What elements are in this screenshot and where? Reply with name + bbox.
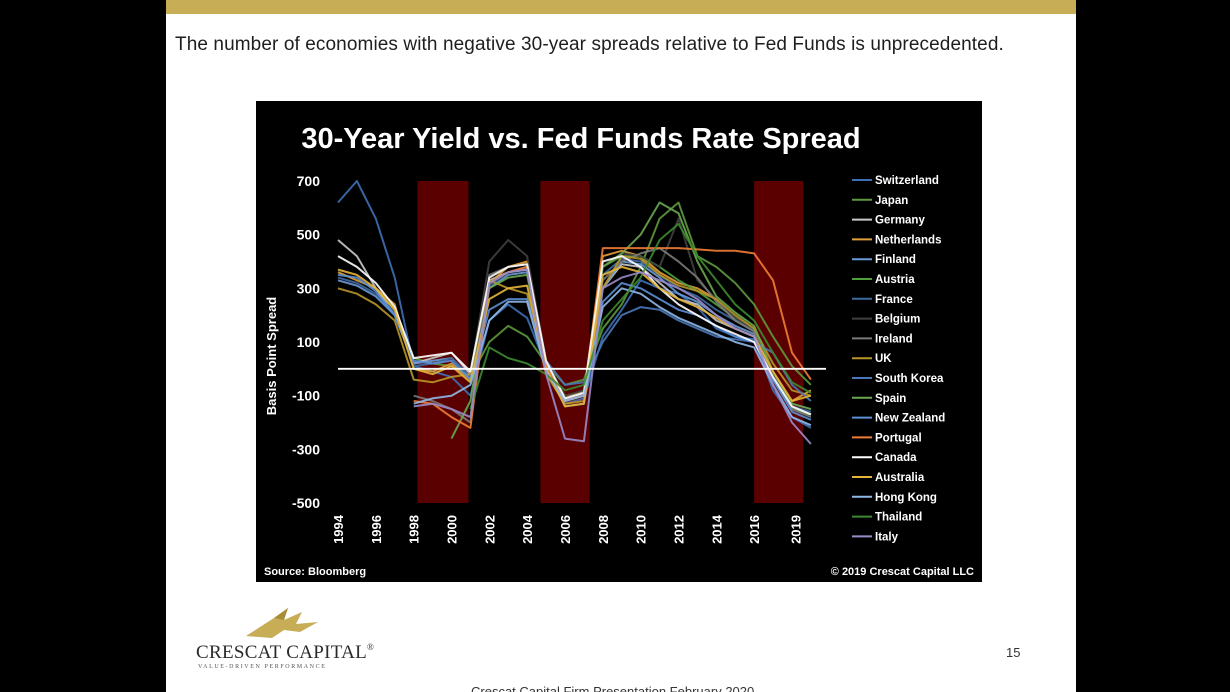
legend-label: Belgium — [875, 314, 920, 326]
accent-bar — [166, 0, 1076, 14]
y-tick-label: -300 — [292, 441, 320, 457]
series-line-canada — [337, 255, 812, 416]
legend-label: France — [875, 294, 913, 306]
legend-label: Spain — [875, 393, 906, 405]
series-line-italy — [413, 268, 812, 445]
y-tick-label: 300 — [297, 280, 321, 296]
legend-label: New Zealand — [875, 413, 945, 425]
y-axis-ticks: 700 500 300 100 -100 -300 -500 — [292, 173, 320, 511]
x-tick-label: 1998 — [407, 515, 422, 544]
copyright-note: © 2019 Crescat Capital LLC — [831, 566, 974, 578]
legend-label: Switzerland — [875, 175, 939, 187]
crescat-logo: CRESCAT CAPITAL® VALUE-DRIVEN PERFORMANC… — [192, 606, 374, 676]
legend-label: Canada — [875, 452, 917, 464]
source-note: Source: Bloomberg — [264, 566, 366, 578]
x-tick-label: 2014 — [709, 514, 724, 544]
legend: Switzerland Japan Germany Netherlands Finlan… — [852, 175, 945, 543]
series-lines — [337, 180, 812, 445]
x-tick-label: 2019 — [789, 515, 804, 544]
series-line-spain — [450, 201, 812, 440]
y-tick-label: 500 — [297, 227, 321, 243]
legend-label: Ireland — [875, 333, 913, 345]
series-line-thailand — [469, 222, 812, 410]
eagle-emblem-icon — [246, 608, 318, 638]
logo-registered-mark: ® — [367, 642, 375, 652]
legend-label: Japan — [875, 195, 908, 207]
chart-svg: 30-Year Yield vs. Fed Funds Rate Spread … — [256, 101, 982, 582]
y-tick-label: -100 — [292, 388, 320, 404]
x-tick-label: 2016 — [747, 515, 762, 544]
series-line-uk — [337, 255, 812, 405]
recession-band-1 — [417, 181, 469, 503]
y-tick-label: 100 — [297, 334, 321, 350]
logo-tagline: VALUE-DRIVEN PERFORMANCE — [198, 664, 327, 670]
x-tick-label: 2002 — [482, 515, 497, 544]
legend-label: Portugal — [875, 432, 922, 444]
chart-background — [256, 101, 982, 582]
slide-headline: The number of economies with negative 30… — [175, 34, 1004, 55]
y-tick-label: 700 — [297, 173, 321, 189]
legend-label: Finland — [875, 254, 916, 266]
legend-label: Netherlands — [875, 234, 941, 246]
recession-band-2 — [540, 181, 590, 503]
x-tick-label: 2004 — [520, 514, 535, 544]
recession-shading — [417, 181, 804, 503]
y-axis-label: Basis Point Spread — [264, 297, 279, 416]
legend-label: Italy — [875, 531, 899, 543]
x-tick-label: 2010 — [634, 515, 649, 544]
legend-label: Thailand — [875, 512, 922, 524]
chart-panel: 30-Year Yield vs. Fed Funds Rate Spread … — [256, 101, 982, 582]
logo-wordmark: CRESCAT CAPITAL® — [196, 642, 374, 664]
page-number: 15 — [1006, 645, 1021, 660]
x-tick-label: 1994 — [331, 514, 346, 544]
slide: The number of economies with negative 30… — [166, 0, 1076, 692]
legend-label: South Korea — [875, 373, 944, 385]
x-tick-label: 2012 — [671, 515, 686, 544]
legend-label: Austria — [875, 274, 915, 286]
x-tick-label: 2000 — [444, 515, 459, 544]
x-tick-label: 2008 — [596, 515, 611, 544]
x-tick-label: 2006 — [558, 515, 573, 544]
legend-label: Hong Kong — [875, 492, 937, 504]
legend-label: UK — [875, 353, 892, 365]
logo-wordmark-text: CRESCAT CAPITAL — [196, 642, 368, 663]
legend-label: Australia — [875, 472, 925, 484]
footer-text: Crescat Capital Firm Presentation Februa… — [471, 684, 755, 692]
x-tick-label: 1996 — [369, 515, 384, 544]
y-tick-label: -500 — [292, 495, 320, 511]
x-axis-ticks: 1994 1996 1998 2000 2002 2004 2006 2008 2010 2012… — [331, 514, 804, 544]
legend-label: Germany — [875, 215, 925, 227]
chart-title: 30-Year Yield vs. Fed Funds Rate Spread — [301, 123, 860, 155]
